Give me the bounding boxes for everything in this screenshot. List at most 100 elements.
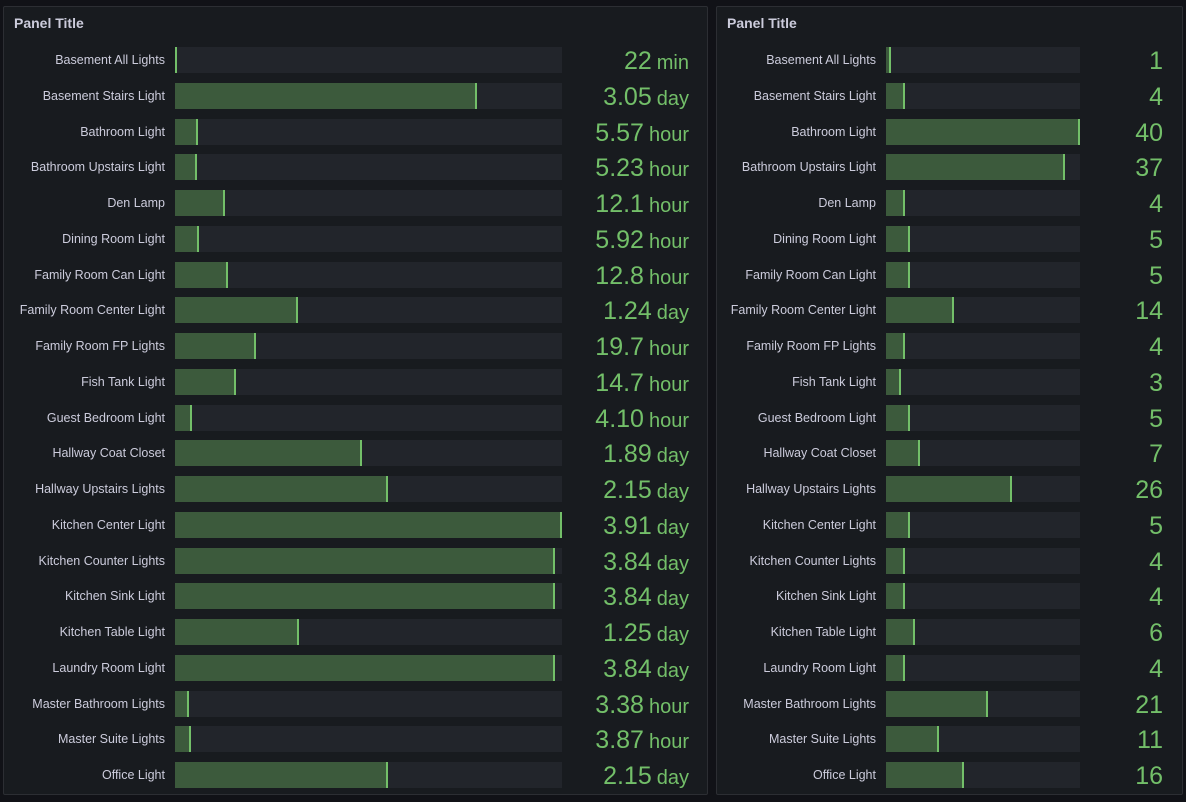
row-value: 3: [1087, 369, 1163, 401]
value-unit: day: [656, 624, 689, 646]
bar-gauge-row: Kitchen Counter Lights 3.84 day: [4, 547, 704, 576]
bar-gauge-row: Hallway Upstairs Lights 2.15 day: [4, 476, 704, 504]
bar-gauge-row: Den Lamp 12.1 hour: [4, 190, 704, 218]
row-label: Master Bathroom Lights: [32, 696, 165, 711]
row-label: Family Room Center Light: [730, 303, 876, 318]
bar-track: [886, 118, 1080, 145]
row-label: Hallway Coat Closet: [763, 446, 876, 461]
value-number: 4: [1149, 333, 1163, 361]
row-value: 22 min: [564, 47, 689, 79]
row-value: 5.57 hour: [564, 119, 689, 151]
row-value: 3.38 hour: [564, 691, 689, 723]
row-value: 2.15 day: [564, 476, 689, 508]
value-number: 4.10: [595, 404, 644, 433]
row-label: Den Lamp: [107, 196, 165, 210]
value-number: 5.57: [595, 118, 644, 147]
row-value: 2.15 day: [564, 762, 689, 794]
bar-gauge-row: Basement All Lights 22 min: [4, 47, 704, 75]
value-number: 12.8: [595, 261, 644, 290]
bar-gauge-row: Kitchen Center Light 5: [717, 511, 1179, 540]
value-number: 1: [1149, 47, 1163, 75]
bar-fill: [886, 261, 910, 288]
bar-fill: [886, 511, 910, 538]
bar-fill: [175, 225, 199, 252]
bar-track: [886, 583, 1080, 610]
bar-fill: [886, 654, 905, 681]
bar-track: [175, 190, 562, 216]
value-number: 19.7: [595, 333, 644, 361]
bar-fill: [175, 619, 299, 645]
bar-track: [175, 583, 562, 610]
value-number: 37: [1135, 154, 1163, 183]
bar-track: [175, 762, 562, 788]
row-label: Kitchen Sink Light: [775, 589, 876, 604]
bar-fill: [175, 154, 197, 181]
bar-track: [886, 190, 1080, 216]
bar-fill: [175, 762, 388, 788]
bar-fill: [175, 654, 555, 681]
bar-gauge-row: Hallway Coat Closet 7: [717, 440, 1179, 469]
value-number: 7: [1149, 440, 1163, 469]
bar-gauge-row: Den Lamp 4: [717, 190, 1179, 218]
bar-gauge-row: Master Suite Lights 3.87 hour: [4, 726, 704, 754]
value-number: 12.1: [595, 190, 644, 218]
value-number: 5: [1149, 404, 1163, 433]
value-number: 40: [1135, 118, 1163, 147]
bar-track: [175, 297, 562, 324]
value-number: 3.91: [603, 511, 652, 540]
bar-track: [175, 654, 562, 681]
count-panel: Panel Title Basement All Lights 1 Basement…: [716, 6, 1183, 795]
bar-track: [886, 404, 1080, 431]
row-value: 4.10 hour: [564, 405, 689, 437]
row-value: 4: [1087, 83, 1163, 115]
row-value: 4: [1087, 583, 1163, 615]
row-value: 3.84 day: [564, 583, 689, 615]
row-label: Fish Tank Light: [792, 374, 876, 389]
bar-fill: [886, 762, 964, 788]
row-value: 21: [1087, 691, 1163, 723]
bar-track: [175, 261, 562, 288]
bar-gauge-row: Family Room Can Light 5: [717, 261, 1179, 290]
row-label: Kitchen Counter Lights: [749, 553, 876, 568]
bar-gauge-row: Fish Tank Light 14.7 hour: [4, 368, 704, 397]
value-number: 3.84: [603, 654, 652, 683]
row-value: 4: [1087, 548, 1163, 580]
bar-fill: [175, 440, 362, 467]
row-value: 11: [1087, 726, 1163, 758]
panel-title[interactable]: Panel Title: [14, 15, 84, 31]
value-number: 5: [1149, 261, 1163, 290]
row-value: 1: [1087, 47, 1163, 79]
bar-fill: [886, 47, 891, 73]
panel-title[interactable]: Panel Title: [727, 15, 797, 31]
row-value: 3.91 day: [564, 512, 689, 544]
bar-fill: [175, 261, 228, 288]
bar-gauge-row: Bathroom Light 5.57 hour: [4, 118, 704, 147]
value-unit: hour: [648, 373, 689, 396]
value-number: 5.23: [595, 154, 644, 183]
row-label: Office Light: [812, 768, 876, 782]
value-unit: min: [656, 52, 689, 74]
bar-gauge-row: Hallway Coat Closet 1.89 day: [4, 440, 704, 468]
bar-track: [886, 511, 1080, 538]
value-number: 1.89: [603, 440, 652, 469]
row-value: 1.89 day: [564, 440, 689, 472]
value-number: 6: [1149, 619, 1163, 647]
bar-gauge-row: Dining Room Light 5.92 hour: [4, 225, 704, 254]
value-unit: day: [656, 87, 689, 110]
value-unit: day: [656, 659, 689, 682]
row-label: Master Bathroom Lights: [743, 696, 876, 711]
value-number: 3.84: [603, 547, 652, 576]
value-number: 5: [1149, 511, 1163, 540]
bar-fill: [886, 297, 954, 324]
row-value: 4: [1087, 333, 1163, 365]
bar-fill: [886, 690, 988, 717]
bar-track: [175, 511, 562, 538]
value-number: 5: [1149, 225, 1163, 254]
bar-track: [886, 440, 1080, 467]
value-number: 4: [1149, 583, 1163, 612]
value-unit: day: [656, 302, 689, 325]
bar-gauge-row: Bathroom Light 40: [717, 118, 1179, 147]
bar-gauge-row: Master Suite Lights 11: [717, 726, 1179, 754]
bar-gauge-row: Bathroom Upstairs Light 37: [717, 154, 1179, 183]
bar-gauge-row: Family Room FP Lights 19.7 hour: [4, 333, 704, 361]
